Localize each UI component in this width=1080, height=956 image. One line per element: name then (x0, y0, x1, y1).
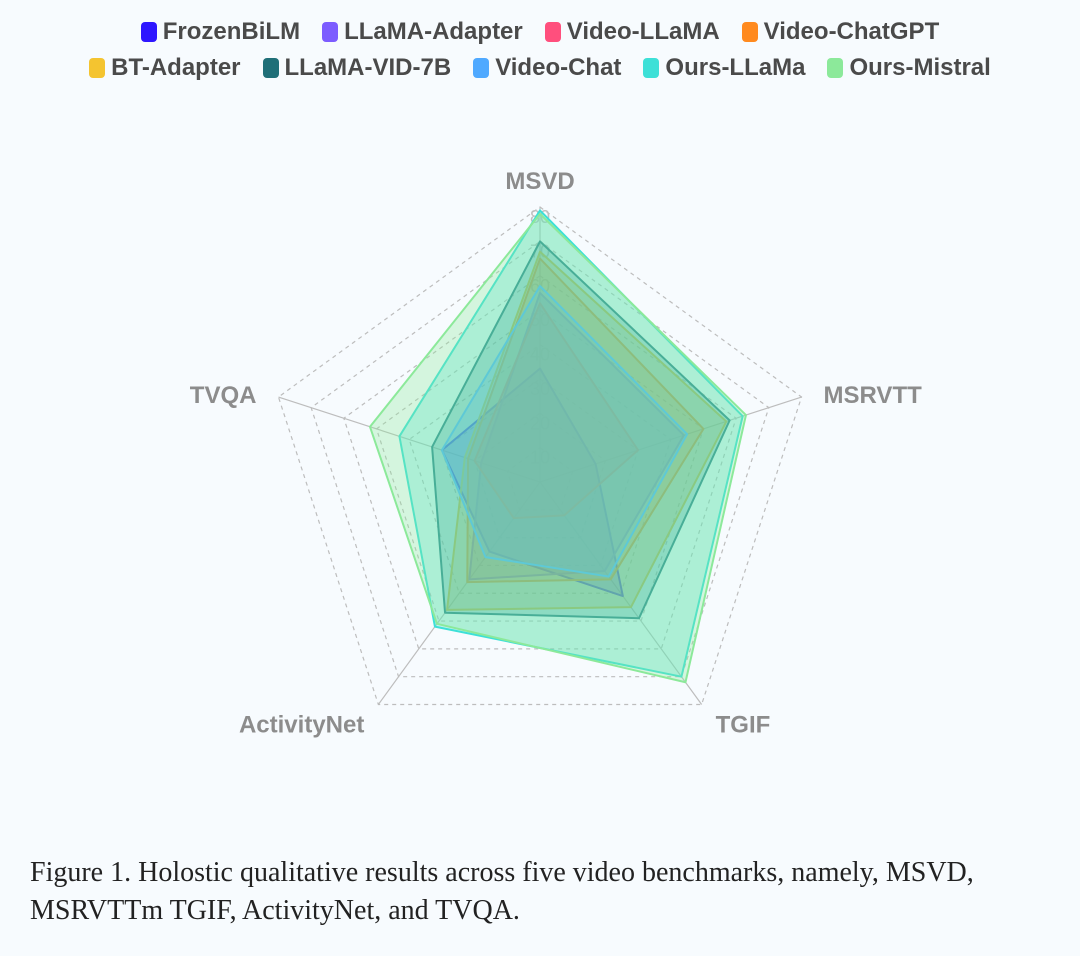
legend-item[interactable]: BT-Adapter (89, 54, 240, 82)
legend-label: Ours-Mistral (849, 54, 990, 82)
legend-label: Ours-LLaMa (665, 54, 805, 82)
axis-label: TGIF (716, 711, 771, 738)
legend-label: Video-LLaMA (567, 18, 720, 46)
legend-swatch (742, 22, 758, 42)
legend-swatch (263, 58, 279, 78)
axis-label: TVQA (190, 382, 257, 409)
legend-swatch (141, 22, 157, 42)
axis-label: MSVD (505, 168, 574, 195)
legend-item[interactable]: Ours-LLaMa (643, 54, 805, 82)
legend-swatch (322, 22, 338, 42)
legend-item[interactable]: LLaMA-VID-7B (263, 54, 452, 82)
legend: FrozenBiLM LLaMA-Adapter Video-LLaMA Video-… (0, 0, 1080, 82)
series-polygon[interactable] (370, 214, 746, 682)
legend-swatch (545, 22, 561, 42)
legend-item[interactable]: Video-ChatGPT (742, 18, 940, 46)
legend-item[interactable]: Video-LLaMA (545, 18, 720, 46)
axis-label: ActivityNet (239, 711, 364, 738)
figure-caption: Figure 1. Holostic qualitative results a… (30, 854, 1050, 930)
legend-item[interactable]: FrozenBiLM (141, 18, 300, 46)
legend-item[interactable]: Ours-Mistral (827, 54, 990, 82)
legend-label: Video-ChatGPT (764, 18, 940, 46)
legend-swatch (473, 58, 489, 78)
legend-item[interactable]: LLaMA-Adapter (322, 18, 523, 46)
figure-container: FrozenBiLM LLaMA-Adapter Video-LLaMA Video-… (0, 0, 1080, 956)
legend-swatch (827, 58, 843, 78)
legend-label: FrozenBiLM (163, 18, 300, 46)
legend-label: Video-Chat (495, 54, 621, 82)
radar-chart: 1020304050607080MSVDMSRVTTTGIFActivityNe… (0, 82, 1080, 782)
legend-label: LLaMA-VID-7B (285, 54, 452, 82)
legend-item[interactable]: Video-Chat (473, 54, 621, 82)
legend-swatch (89, 58, 105, 78)
legend-label: BT-Adapter (111, 54, 240, 82)
axis-label: MSRVTT (824, 382, 923, 409)
legend-label: LLaMA-Adapter (344, 18, 523, 46)
legend-swatch (643, 58, 659, 78)
